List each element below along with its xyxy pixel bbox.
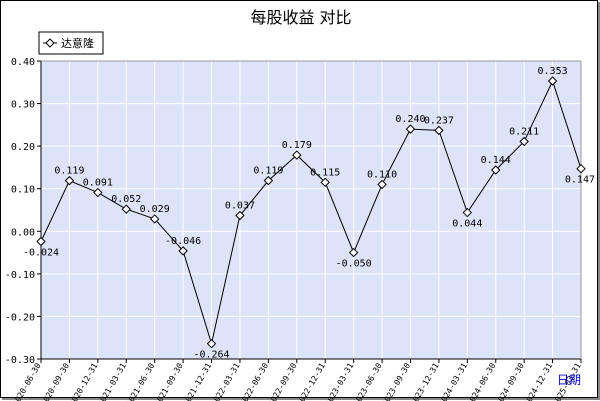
y-tick-label: -0.20 — [5, 312, 35, 323]
x-tick-label: 2023-12-31 — [409, 361, 441, 401]
data-label: 0.179 — [282, 140, 312, 151]
x-tick-label: 2020-09-30 — [39, 361, 71, 401]
data-point-marker — [235, 210, 245, 221]
data-label: 0.237 — [424, 115, 454, 126]
x-tick-label: 2022-06-30 — [238, 361, 270, 401]
legend-diamond-icon — [45, 38, 55, 48]
data-label: 0.110 — [367, 169, 397, 180]
data-point-marker — [434, 125, 444, 136]
x-tick-label: 2023-06-30 — [352, 361, 384, 401]
x-tick-label: 2024-03-31 — [437, 361, 469, 401]
series-line — [40, 79, 582, 346]
data-point-marker — [377, 179, 387, 190]
x-tick-label: 2020-12-31 — [68, 361, 100, 401]
x-axis-label: 日期 — [557, 373, 581, 387]
x-tick-label: 2022-09-30 — [267, 361, 299, 401]
y-tick-label: -0.30 — [5, 355, 35, 366]
data-label: 0.240 — [395, 114, 425, 125]
x-tick-label: 2021-09-30 — [153, 361, 185, 401]
chart-title: 每股收益 对比 — [250, 8, 351, 27]
data-label: 0.144 — [481, 155, 511, 166]
plot-area — [41, 61, 581, 359]
x-tick-label: 2023-03-31 — [323, 361, 355, 401]
data-label: -0.264 — [193, 350, 229, 361]
data-point-marker — [519, 136, 529, 147]
x-tick-label: 2021-06-30 — [125, 361, 157, 401]
data-point-marker — [491, 165, 501, 175]
series-eps — [36, 76, 586, 349]
data-point-marker — [348, 247, 359, 258]
y-tick-label: 0.20 — [11, 142, 35, 153]
data-point-marker — [263, 175, 274, 186]
x-tick-label: 2020-06-30 — [11, 361, 43, 401]
x-tick-label: 2021-12-31 — [181, 361, 213, 401]
data-point-marker — [547, 76, 558, 86]
data-labels: -0.0240.1190.0910.0520.029-0.046-0.2640.… — [23, 66, 595, 361]
y-tick-label: 0.00 — [11, 227, 35, 238]
data-label: -0.024 — [23, 248, 59, 259]
data-point-marker — [206, 338, 217, 349]
data-label: 0.115 — [310, 167, 340, 178]
data-label: 0.029 — [140, 204, 170, 215]
data-point-marker — [292, 150, 302, 160]
data-point-marker — [36, 236, 46, 247]
data-label: -0.046 — [165, 236, 201, 247]
data-point-marker — [178, 246, 188, 256]
data-point-marker — [149, 214, 160, 224]
y-tick-label: -0.10 — [5, 270, 35, 281]
legend-box — [38, 31, 104, 55]
data-label: 0.211 — [509, 126, 539, 137]
data-label: 0.119 — [54, 166, 84, 177]
x-tick-label: 2024-06-30 — [466, 361, 498, 401]
data-label: 0.119 — [253, 166, 283, 177]
data-label: -0.050 — [336, 259, 372, 270]
data-label: 0.147 — [565, 175, 595, 186]
x-tick-label: 2024-09-30 — [494, 361, 526, 401]
data-label: 0.052 — [111, 194, 141, 205]
x-tick-label: 2023-09-30 — [380, 361, 412, 401]
x-tick-label: 2024-12-31 — [522, 361, 554, 401]
legend-label: 达意隆 — [61, 36, 94, 50]
data-point-marker — [64, 175, 75, 186]
data-point-marker — [121, 204, 131, 214]
y-tick-label: 0.40 — [11, 57, 35, 68]
x-axis-ticks: 2020-06-302020-09-302020-12-312021-03-31… — [11, 359, 583, 401]
data-label: 0.037 — [225, 201, 255, 212]
legend: 达意隆 — [38, 31, 104, 55]
data-point-marker — [576, 163, 586, 174]
x-tick-label: 2022-03-31 — [210, 361, 242, 401]
data-label: 0.091 — [83, 178, 113, 189]
y-tick-label: 0.10 — [11, 185, 35, 196]
x-tick-label: 2021-03-31 — [96, 361, 128, 401]
data-label: 0.044 — [452, 219, 482, 230]
y-tick-label: 0.30 — [11, 100, 35, 111]
data-point-marker — [320, 177, 330, 188]
axes — [40, 60, 582, 360]
data-point-marker — [462, 207, 473, 218]
grid-lines — [40, 60, 582, 360]
data-label: 0.353 — [538, 66, 568, 77]
x-tick-label: 2022-12-31 — [295, 361, 327, 401]
data-point-marker — [93, 187, 103, 198]
data-point-marker — [405, 124, 416, 134]
y-axis-ticks: -0.30 -0.20 -0.10 0.00 0.10 0.20 0.30 0.40 — [5, 57, 41, 366]
